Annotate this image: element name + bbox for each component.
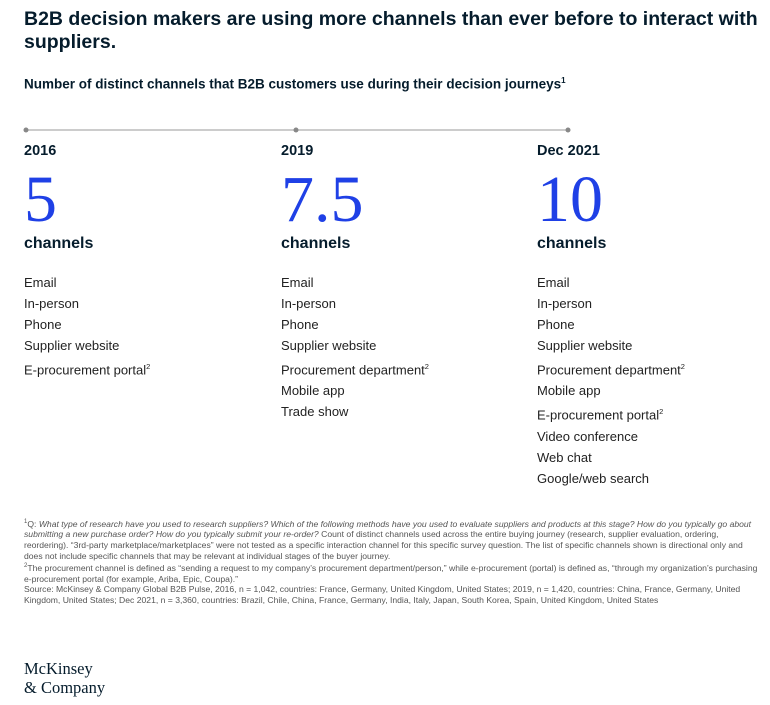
- footnotes: 1Q: What type of research have you used …: [24, 517, 759, 605]
- mckinsey-logo: McKinsey & Company: [24, 659, 105, 697]
- footnote-1-marker: 1: [24, 519, 28, 525]
- channel-list: Email In-person Phone Supplier website Procu…: [537, 272, 770, 489]
- channel-list: Email In-person Phone Supplier website Procu…: [281, 272, 521, 422]
- timeline: [0, 120, 770, 140]
- channel-item: Video conference: [537, 426, 770, 447]
- footnote-1-body: Count of distinct channels used across t…: [24, 529, 743, 561]
- channel-name: Supplier website: [281, 338, 377, 353]
- channel-item: Supplier website: [281, 335, 521, 356]
- channel-name: Google/web search: [537, 470, 650, 486]
- column-unit: channels: [24, 235, 94, 252]
- channel-item: In-person: [281, 293, 521, 314]
- chart-subtitle: Number of distinct channels that B2B cus…: [24, 76, 764, 92]
- channel-item: Google/web search: [537, 468, 770, 489]
- channel-item: Email: [281, 272, 521, 293]
- channel-name: Email: [281, 275, 314, 290]
- channel-item: Email: [537, 272, 770, 293]
- channel-item: Procurement department2: [537, 356, 770, 380]
- channel-item: Procurement department2: [281, 356, 521, 380]
- channel-name: Trade show: [281, 404, 349, 420]
- channel-name: Email: [24, 275, 57, 290]
- footnote-2: 2The procurement channel is defined as “…: [24, 561, 759, 584]
- channel-name: E-procurement portal: [537, 407, 660, 423]
- channel-footnote-marker: 2: [659, 407, 664, 417]
- footnote-1: 1Q: What type of research have you used …: [24, 517, 759, 561]
- channel-name: Email: [537, 275, 570, 290]
- channel-name: Procurement department: [537, 362, 681, 378]
- channel-item: In-person: [24, 293, 264, 314]
- column-year: 2016: [24, 143, 57, 159]
- channel-item: Email: [24, 272, 264, 293]
- channel-name: Phone: [281, 317, 319, 332]
- channel-item: Web chat: [537, 447, 770, 468]
- channel-item: In-person: [537, 293, 770, 314]
- channel-name: Mobile app: [281, 383, 345, 399]
- column-value: 7.5: [281, 163, 364, 236]
- logo-line-1: McKinsey: [24, 659, 93, 678]
- channel-name: In-person: [281, 296, 336, 311]
- channel-name: Web chat: [537, 449, 592, 465]
- column-year: 2019: [281, 143, 314, 159]
- timeline-dot-2019: [293, 127, 299, 133]
- channel-name: In-person: [24, 296, 79, 311]
- channel-name: Supplier website: [537, 338, 633, 353]
- channel-footnote-marker: 2: [680, 362, 685, 371]
- timeline-dot-2016: [23, 127, 29, 133]
- channel-name: Mobile app: [537, 383, 601, 399]
- channel-item: Supplier website: [537, 335, 770, 356]
- column-unit: channels: [537, 235, 607, 252]
- timeline-svg: [23, 127, 571, 133]
- channel-name: In-person: [537, 296, 592, 311]
- channel-item: Phone: [537, 314, 770, 335]
- channel-name: Supplier website: [24, 338, 120, 353]
- column-year: Dec 2021: [537, 143, 600, 159]
- channel-name: E-procurement portal: [24, 362, 147, 378]
- channel-name: Phone: [537, 317, 575, 332]
- channel-item: Trade show: [281, 401, 521, 422]
- chart-title: B2B decision makers are using more chann…: [24, 8, 758, 53]
- footnote-2-marker: 2: [24, 563, 28, 570]
- subtitle-footnote-marker: 1: [561, 76, 566, 85]
- channel-item: Mobile app: [537, 380, 770, 401]
- footnote-1-prefix: Q:: [27, 518, 39, 529]
- column-2019: 2019 7.5 channels Email In-person Phone Sup…: [281, 143, 521, 422]
- channel-footnote-marker: 2: [146, 362, 151, 371]
- subtitle-text: Number of distinct channels that B2B cus…: [24, 76, 562, 92]
- logo-line-2: & Company: [24, 678, 106, 697]
- channel-item: E-procurement portal2: [24, 356, 264, 380]
- column-value: 10: [537, 163, 603, 236]
- column-dec-2021: Dec 2021 10 channels Email In-person Phone…: [537, 143, 770, 489]
- channel-list: Email In-person Phone Supplier website E-pro…: [24, 272, 264, 380]
- source-note: Source: McKinsey & Company Global B2B Pu…: [24, 584, 741, 605]
- footnote-2-text: The procurement channel is defined as “s…: [24, 563, 758, 584]
- channel-name: Video conference: [537, 428, 638, 444]
- column-unit: channels: [281, 235, 351, 252]
- footnote-1-question: What type of research have you used to r…: [24, 518, 752, 540]
- channel-name: Phone: [24, 317, 62, 332]
- channel-footnote-marker: 2: [424, 362, 429, 371]
- channel-item: Mobile app: [281, 380, 521, 401]
- timeline-dot-2021: [565, 127, 571, 133]
- column-2016: 2016 5 channels Email In-person Phone Suppl…: [24, 143, 264, 380]
- channel-name: Procurement department: [281, 362, 425, 378]
- channel-item: Phone: [281, 314, 521, 335]
- column-value: 5: [24, 163, 57, 236]
- channel-item: Phone: [24, 314, 264, 335]
- channel-item: E-procurement portal2: [537, 401, 770, 425]
- channel-item: Supplier website: [24, 335, 264, 356]
